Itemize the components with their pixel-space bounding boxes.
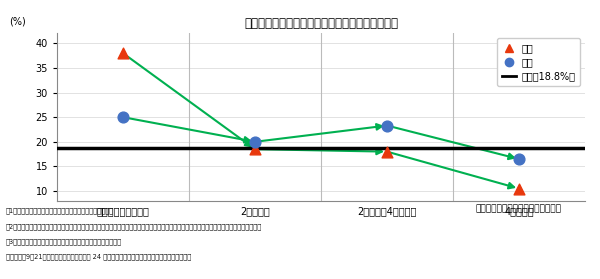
Text: 注1：各項目（家事・育児時間）の総数に占める離職の割合: 注1：各項目（家事・育児時間）の総数に占める離職の割合 (6, 208, 114, 215)
Point (514, 157, 524, 161)
Point (250, 147, 260, 151)
Text: 出所：「第9回21世紀成年者縦断調査（平成 24 年成年者）の概況」厚生労働省より大和総研作成: 出所：「第9回21世紀成年者縦断調査（平成 24 年成年者）の概況」厚生労働省よ… (6, 254, 191, 261)
Point (382, 150, 392, 154)
Text: （妻出産後の夫の家事・育児時間）: （妻出産後の夫の家事・育児時間） (476, 205, 562, 214)
Text: (%): (%) (10, 17, 26, 27)
Point (118, 51, 128, 56)
Point (514, 186, 524, 191)
Legend: 平日, 休日, 総数（18.8%）: 平日, 休日, 総数（18.8%） (497, 38, 580, 86)
Point (118, 115, 128, 119)
Point (250, 140, 260, 144)
Point (382, 123, 392, 128)
Text: 注2：「総数」とは出産後の要総数（出産後の妻の就業状況不詳を含む）を示す。「総数」の家事・育児時間には、家事・育児時間不詳を含む: 注2：「総数」とは出産後の要総数（出産後の妻の就業状況不詳を含む）を示す。「総数… (6, 223, 262, 230)
Title: 夫の家事・育児時間別にみた出産後の妻の離職率: 夫の家事・育児時間別にみた出産後の妻の離職率 (244, 16, 398, 30)
Text: 注3：その他詳細（集計対象、期間、定義等）は、以下出所参照: 注3：その他詳細（集計対象、期間、定義等）は、以下出所参照 (6, 239, 122, 245)
